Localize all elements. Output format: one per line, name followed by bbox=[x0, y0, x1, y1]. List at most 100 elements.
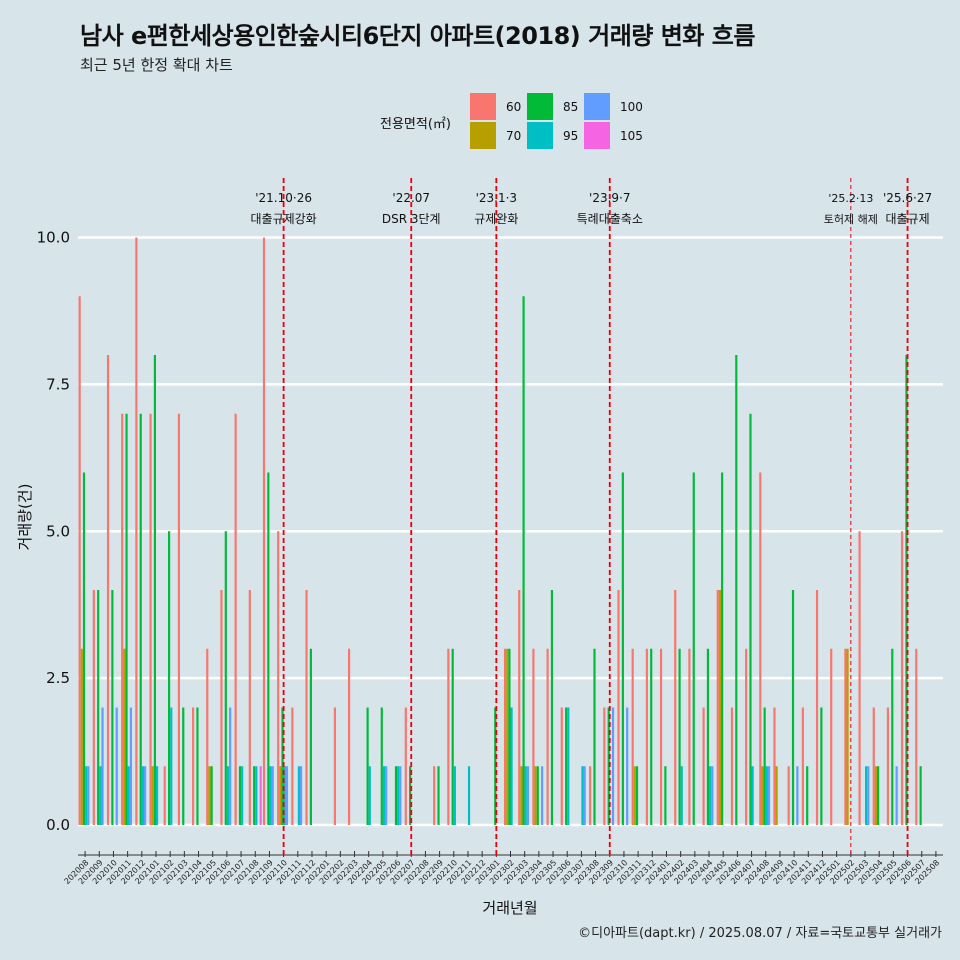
bar-85 bbox=[664, 766, 667, 825]
bar-60 bbox=[262, 237, 266, 825]
bar-85 bbox=[238, 766, 242, 825]
bar-100 bbox=[101, 707, 104, 825]
bar-70 bbox=[208, 766, 211, 825]
bar-95 bbox=[99, 766, 102, 825]
y-tick-label: 7.5 bbox=[46, 375, 70, 393]
bar-85 bbox=[125, 413, 128, 825]
bar-100 bbox=[299, 766, 303, 825]
bar-70 bbox=[279, 766, 282, 825]
bar-60 bbox=[78, 296, 81, 825]
bar-100 bbox=[271, 766, 274, 825]
bar-70 bbox=[761, 766, 764, 825]
bar-85 bbox=[650, 648, 653, 825]
bar-95 bbox=[581, 766, 584, 825]
bar-85 bbox=[182, 707, 185, 825]
bar-85 bbox=[536, 766, 539, 825]
event-date: '25.2·13 bbox=[828, 192, 873, 205]
bar-100 bbox=[526, 766, 530, 825]
bar-85 bbox=[749, 413, 752, 825]
bar-100 bbox=[385, 766, 388, 825]
bar-95 bbox=[368, 766, 371, 825]
bar-60 bbox=[560, 707, 563, 825]
legend-swatch-85 bbox=[527, 93, 553, 120]
bar-100 bbox=[285, 766, 288, 825]
bar-95 bbox=[524, 766, 527, 825]
bar-60 bbox=[702, 707, 705, 825]
bar-85 bbox=[210, 766, 213, 825]
bar-95 bbox=[453, 766, 456, 825]
bar-85 bbox=[721, 472, 724, 825]
legend-swatch-95 bbox=[527, 122, 553, 149]
bar-60 bbox=[546, 648, 549, 825]
bar-60 bbox=[858, 531, 861, 825]
bar-60 bbox=[291, 707, 294, 825]
bar-85 bbox=[167, 531, 171, 825]
bar-60 bbox=[915, 648, 918, 825]
x-axis-title: 거래년월 bbox=[482, 899, 537, 917]
bar-85 bbox=[366, 707, 369, 825]
bar-100 bbox=[143, 766, 147, 825]
bar-95 bbox=[255, 766, 258, 825]
bar-60 bbox=[121, 413, 124, 825]
bar-60 bbox=[645, 648, 648, 825]
bar-95 bbox=[709, 766, 712, 825]
bar-85 bbox=[494, 707, 497, 825]
bar-100 bbox=[541, 766, 544, 825]
legend-label: 85 bbox=[563, 100, 578, 114]
bar-95 bbox=[155, 766, 159, 825]
bar-95 bbox=[241, 766, 244, 825]
event-date: '22.07 bbox=[392, 191, 430, 205]
bar-85 bbox=[877, 766, 880, 825]
bar-100 bbox=[767, 766, 771, 825]
bar-60 bbox=[447, 648, 450, 825]
bar-60 bbox=[106, 355, 110, 825]
bar-95 bbox=[680, 766, 683, 825]
bar-100 bbox=[129, 707, 132, 825]
legend-swatch-70 bbox=[470, 122, 496, 149]
event-label: 규제완화 bbox=[474, 212, 518, 226]
bar-85 bbox=[550, 590, 554, 825]
bar-70 bbox=[874, 766, 878, 825]
bar-60 bbox=[404, 707, 407, 825]
bar-85 bbox=[905, 355, 908, 825]
bar-85 bbox=[267, 472, 270, 825]
bar-60 bbox=[518, 590, 521, 825]
bar-95 bbox=[751, 766, 754, 825]
bar-60 bbox=[617, 590, 620, 825]
bar-85 bbox=[281, 707, 284, 825]
bar-70 bbox=[151, 766, 154, 825]
y-axis-title: 거래량(건) bbox=[16, 484, 34, 551]
bar-85 bbox=[621, 472, 624, 825]
legend-swatch-100 bbox=[584, 93, 610, 120]
bar-60 bbox=[305, 590, 308, 825]
bar-100 bbox=[796, 766, 799, 825]
bar-60 bbox=[844, 648, 847, 825]
event-date: '23.9·7 bbox=[589, 191, 630, 205]
bar-85 bbox=[153, 355, 156, 825]
bar-95 bbox=[510, 707, 513, 825]
bar-60 bbox=[787, 766, 790, 825]
bar-85 bbox=[253, 766, 256, 825]
bar-70 bbox=[534, 766, 537, 825]
bar-85 bbox=[891, 648, 894, 825]
bar-60 bbox=[433, 766, 436, 825]
bar-95 bbox=[141, 766, 144, 825]
bar-85 bbox=[692, 472, 695, 825]
bar-100 bbox=[87, 766, 90, 825]
bar-100 bbox=[867, 766, 870, 825]
bar-95 bbox=[85, 766, 88, 825]
legend-swatch-60 bbox=[470, 93, 496, 120]
bar-100 bbox=[711, 766, 714, 825]
bar-60 bbox=[248, 590, 251, 825]
bar-60 bbox=[759, 472, 762, 825]
y-tick-label: 5.0 bbox=[46, 522, 70, 540]
bar-85 bbox=[635, 766, 639, 825]
event-label: 대출규제강화 bbox=[250, 212, 316, 226]
bar-60 bbox=[135, 237, 138, 825]
bar-60 bbox=[674, 590, 677, 825]
bar-85 bbox=[607, 707, 610, 825]
bar-100 bbox=[583, 766, 586, 825]
bar-105 bbox=[259, 766, 262, 825]
bar-85 bbox=[919, 766, 922, 825]
